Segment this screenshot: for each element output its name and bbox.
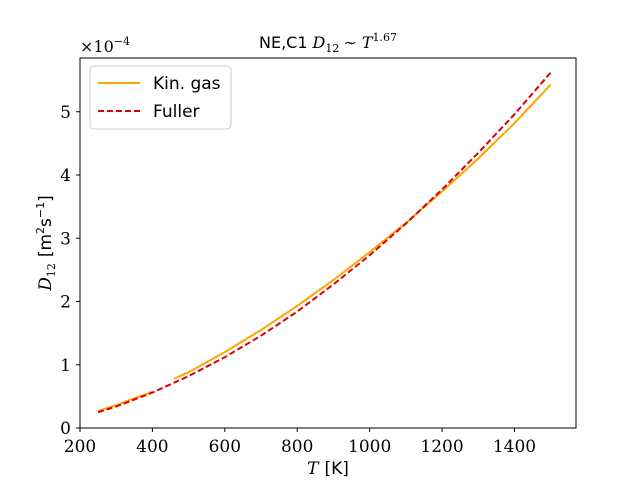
y-tick-label: 4 [60,166,71,186]
y-tick-label: 3 [60,229,71,249]
x-tick-label: 1000 [348,437,391,457]
x-tick-label: 200 [64,437,96,457]
y-multiplier: ×10−4 [80,35,130,56]
y-axis-label: D12[m2s−1] [34,195,58,292]
y-tick-label: 5 [60,103,71,123]
y-tick-label: 1 [60,356,71,376]
legend-box [89,65,232,130]
x-tick-label: 400 [136,437,168,457]
x-tick-label: 1400 [493,437,536,457]
series-line-kin-gas-1 [173,83,552,380]
x-ticks: 200 400 600 800 1000 1200 1400 [64,428,536,457]
legend-label-fuller: Fuller [153,102,200,122]
x-tick-label: 1200 [420,437,463,457]
y-tick-label: 2 [60,293,71,313]
series-layer [97,71,552,414]
y-tick-label: 0 [60,419,71,439]
x-tick-label: 600 [209,437,241,457]
legend: Kin. gas Fuller [89,65,232,130]
y-ticks: 0 1 2 3 4 5 [60,103,80,439]
x-tick-label: 800 [281,437,313,457]
legend-label-kin-gas: Kin. gas [153,74,221,94]
plot-frame [79,57,577,429]
x-axis-label: T [K] [307,459,349,479]
series-line-fuller-0 [97,71,552,414]
chart-title: NE,C1 D12 ∼ T1.67 [259,31,397,55]
